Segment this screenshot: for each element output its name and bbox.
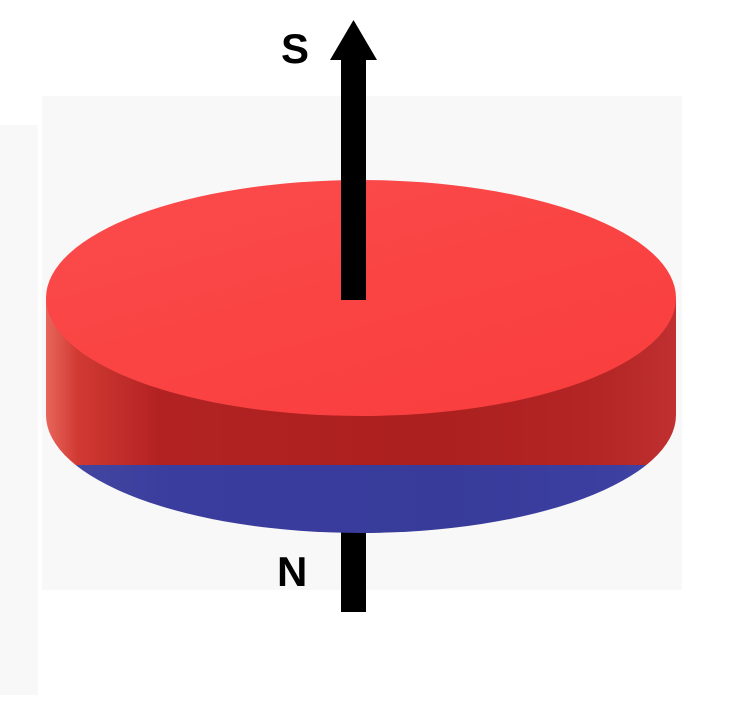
magnet-blue-band: [75, 465, 647, 533]
arrow-shaft-upper: [341, 56, 366, 300]
background-panel-left: [0, 125, 38, 695]
north-pole-label: N: [277, 548, 308, 595]
south-pole-label: S: [281, 25, 310, 72]
arrow-head-icon: [330, 20, 377, 60]
